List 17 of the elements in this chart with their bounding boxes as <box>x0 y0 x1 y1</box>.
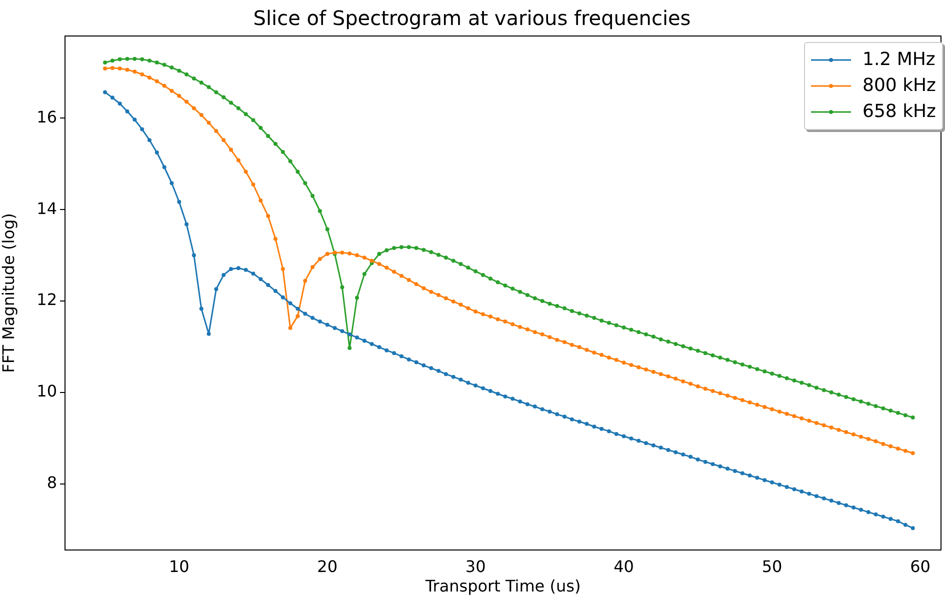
y-tick-label: 16 <box>36 107 57 126</box>
x-tick-label: 10 <box>168 556 190 576</box>
x-tick-label: 40 <box>614 556 634 576</box>
y-tick-label: 10 <box>36 382 57 401</box>
x-axis-title: Transport Time (us) <box>424 576 581 596</box>
legend-label: 1.2 MHz <box>862 48 936 72</box>
x-tick-label: 50 <box>762 556 782 576</box>
x-tick-label: 30 <box>465 556 486 576</box>
y-tick-label: 8 <box>46 472 57 492</box>
chart-title: Slice of Spectrogram at various frequencies <box>253 6 691 30</box>
legend-label: 658 kHz <box>862 100 936 124</box>
x-tick-label: 20 <box>317 556 338 576</box>
y-axis-title: FFT Magnitude (log) <box>0 213 18 373</box>
y-tick-label: 12 <box>36 290 57 310</box>
legend-label: 800 kHz <box>862 74 936 98</box>
y-tick-label: 14 <box>36 198 57 218</box>
x-tick-label: 60 <box>910 556 930 576</box>
